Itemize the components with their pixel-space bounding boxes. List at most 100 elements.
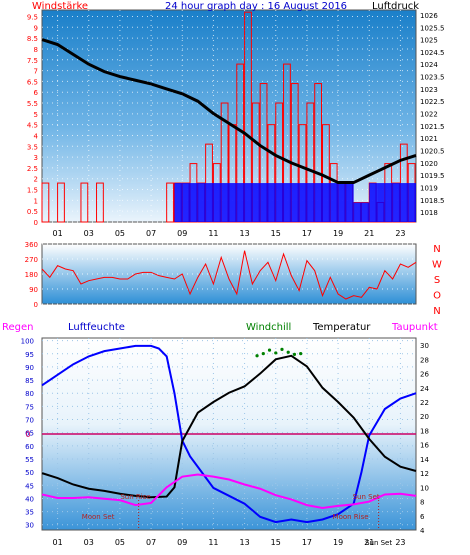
pressure-tick-label: 1024.5 [420,49,445,57]
windchill-point [292,352,297,356]
wind-gust-bar [275,183,284,222]
x-tick-label: 13 [239,229,249,238]
humidity-tick-label: 65 [25,430,34,438]
windchill-point [274,351,278,355]
direction-tick-label: 180 [25,271,38,279]
wind-gust-bar [229,183,237,222]
direction-tick-label: 360 [25,241,38,249]
x-tick-label: 19 [333,538,343,547]
pressure-line [41,38,417,185]
direction-tick-label: 90 [29,286,38,294]
pressure-tick-label: 1022 [420,111,438,119]
x-tick-label: 07 [146,229,156,238]
humidity-tick-label: 35 [25,509,34,517]
sunset-tick-label: Sun Set [365,539,392,547]
compass-letter: N [433,244,440,255]
wind-gust-bar [408,183,416,222]
humidity-tick-label: 85 [25,377,34,385]
wind-direction-line [41,250,417,300]
wind-tick-label: 3.5 [27,143,38,151]
x-tick-label: 21 [364,538,374,547]
x-tick-label: 17 [302,229,312,238]
compass-letter: S [434,275,440,286]
windchill-point [261,352,265,356]
wind-tick-label: 1 [34,197,38,205]
x-tick-label: 11 [208,229,218,238]
temp-tick-label: 28 [420,356,429,364]
direction-tick-label: 0 [34,301,38,309]
temp-tick-label: 22 [420,399,429,407]
wind-tick-label: 1.5 [27,187,38,195]
wind-gust-bar [174,183,183,222]
humidity-tick-label: 45 [25,482,34,490]
temp-tick-label: 14 [420,456,429,464]
x-tick-label: 09 [177,538,187,547]
pressure-tick-label: 1025 [420,37,438,45]
x-tick-label: 05 [115,538,125,547]
pressure-tick-label: 1019 [420,184,438,192]
wind-gust-bar [236,183,245,222]
temp-tick-label: 4 [420,527,425,535]
wind-gust-bar [306,183,315,222]
legend-luftfeuchte: Luftfeuchte [68,322,125,333]
x-tick-label: 03 [84,538,94,547]
temp-tick-label: 30 [420,342,429,350]
wind-speed-bar [166,182,174,223]
humidity-tick-label: 55 [25,456,34,464]
x-tick-label: 07 [146,538,156,547]
wind-tick-label: 9 [34,24,38,32]
wind-tick-label: 2.5 [27,165,38,173]
wind-speed-bar [96,182,104,223]
temp-tick-label: 20 [420,413,429,421]
wind-tick-label: 0 [34,219,38,227]
x-tick-label: 05 [115,229,125,238]
wind-gust-bar [377,183,385,222]
x-tick-label: 01 [52,538,62,547]
moonrise-annotation: Moon Rise [333,513,369,521]
wind-tick-label: 5 [34,111,38,119]
wind-gust-bar [369,183,378,222]
wind-axis-title: Windstärke [32,1,88,12]
x-tick-label: 15 [271,538,281,547]
wind-speed-bar [57,182,65,223]
x-tick-label: 21 [364,229,374,238]
wind-tick-label: 8 [34,46,38,54]
humidity-tick-label: 80 [25,390,34,398]
humidity-tick-label: 40 [25,495,34,503]
wind-gust-bar [338,183,346,222]
sunrise-annotation: Sun Rise [120,493,150,501]
wind-tick-label: 7.5 [27,57,38,65]
wind-gust-bar [330,183,339,222]
wind-gust-bar [213,183,222,222]
wind-gust-bar [314,183,323,222]
wind-gust-bar [299,183,307,222]
rain-zero-label: 0 [25,430,30,439]
pressure-tick-label: 1022.5 [420,98,445,106]
wind-gust-bar [283,183,292,222]
wind-gust-bar [205,183,214,222]
pressure-tick-label: 1023 [420,86,438,94]
wind-tick-label: 2 [34,176,38,184]
humidity-tick-label: 75 [25,403,34,411]
compass-letter: N [433,306,440,317]
wind-tick-label: 8.5 [27,35,38,43]
pressure-tick-label: 1018.5 [420,197,445,205]
wind-tick-label: 6 [34,89,39,97]
wind-tick-label: 6.5 [27,78,38,86]
pressure-tick-label: 1021 [420,135,438,143]
chart-title: 24 hour graph day : 16 August 2016 [165,1,347,12]
sunset-annotation: Sun Set [353,493,380,501]
windchill-point [299,352,303,356]
x-tick-label: 15 [271,229,281,238]
temp-tick-label: 16 [420,442,429,450]
legend-regen: Regen [2,322,34,333]
temp-tick-label: 24 [420,385,429,393]
temp-tick-label: 6 [420,513,425,521]
pressure-tick-label: 1019.5 [420,172,445,180]
x-tick-label: 09 [177,229,187,238]
wind-gust-bar [400,183,409,222]
wind-gust-bar [322,183,331,222]
pressure-tick-label: 1018 [420,209,438,217]
